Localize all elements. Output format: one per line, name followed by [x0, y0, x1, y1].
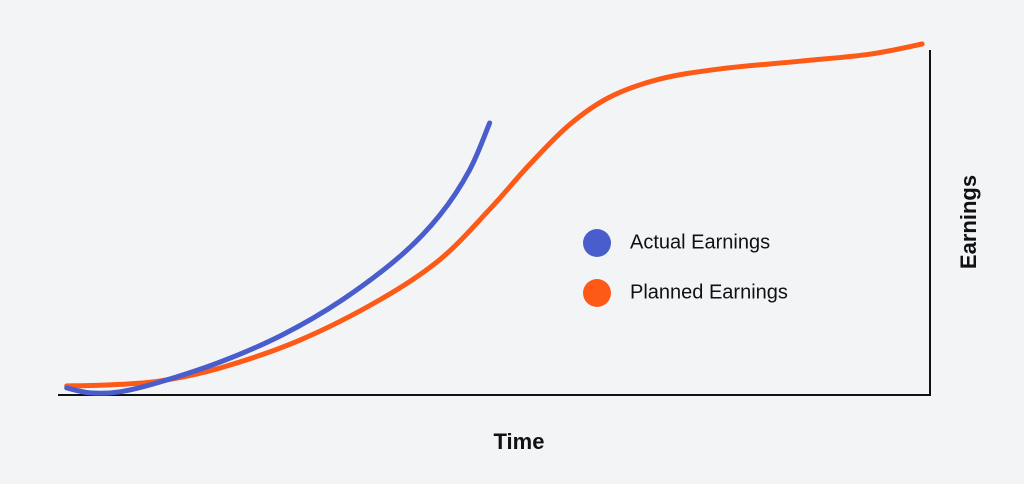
legend-marker	[583, 279, 611, 307]
x-axis-label: Time	[494, 429, 545, 454]
series-line	[64, 120, 493, 396]
y-axis-label: Earnings	[956, 175, 981, 269]
legend-label: Planned Earnings	[630, 281, 788, 303]
series-line	[64, 41, 925, 389]
legend-label: Actual Earnings	[630, 231, 770, 253]
legend-marker	[583, 229, 611, 257]
